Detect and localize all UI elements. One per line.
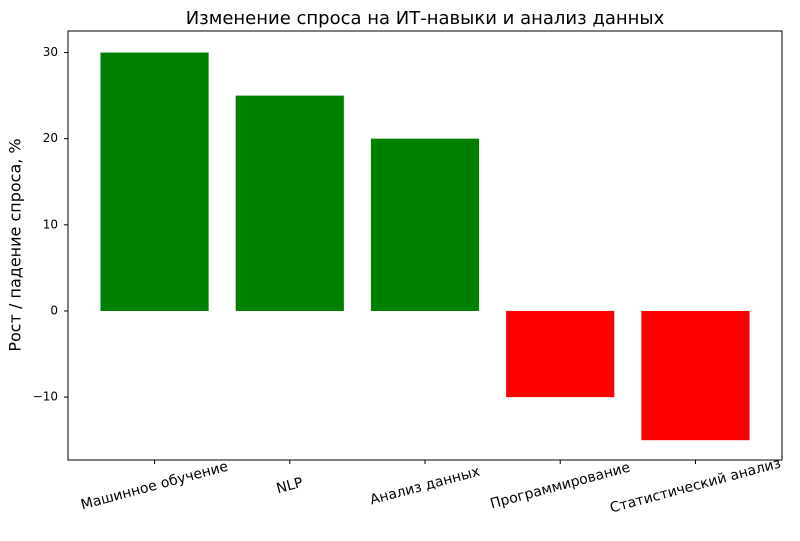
plot-frame: [67, 30, 783, 461]
y-tick-label: 0: [50, 303, 58, 317]
y-tick-label: −10: [33, 390, 58, 404]
x-tick-label: Машинное обучение: [79, 459, 230, 514]
x-tick-label: Статистический анализ: [608, 455, 782, 516]
bar: [100, 52, 209, 311]
x-tick-label: NLP: [275, 475, 305, 497]
bar: [506, 310, 615, 398]
bar: [235, 95, 344, 311]
bar: [370, 138, 480, 311]
y-tick-label: 30: [43, 45, 58, 59]
x-tick-label: Анализ данных: [368, 464, 481, 509]
chart-title: Изменение спроса на ИТ-навыки и анализ д…: [186, 8, 665, 29]
bar: [641, 310, 750, 441]
y-tick-label: 10: [43, 217, 58, 231]
y-axis-label: Рост / падение спроса, %: [6, 138, 25, 351]
y-tick-label: 20: [43, 131, 58, 145]
